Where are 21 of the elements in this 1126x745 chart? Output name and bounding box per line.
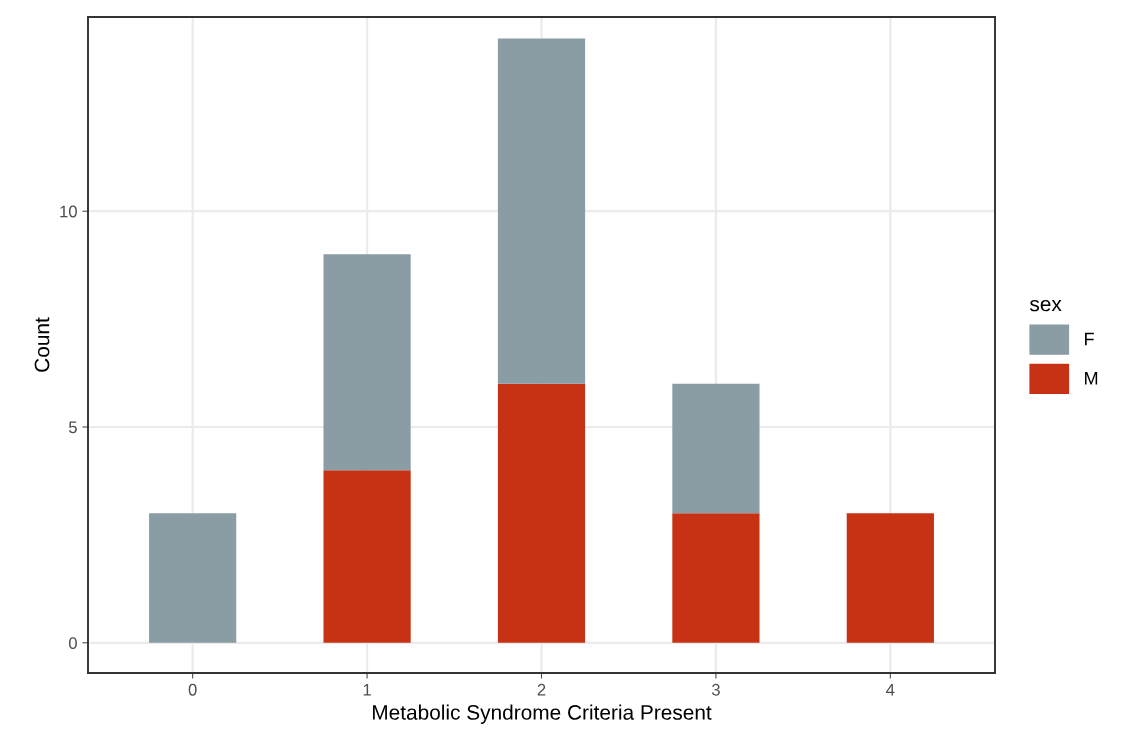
bar [149, 513, 237, 643]
legend-label: M [1085, 372, 1098, 385]
x-tick-label: 1 [363, 684, 371, 696]
x-tick-label: 2 [537, 683, 546, 696]
bar [672, 513, 760, 643]
legend-title: sex [1029, 299, 1062, 312]
bar [497, 383, 586, 643]
y-axis-title: Count [34, 317, 50, 372]
bar [323, 254, 411, 471]
bar [497, 38, 586, 384]
y-tick-label: 0 [68, 637, 77, 649]
legend-label: F [1085, 332, 1094, 346]
x-tick-label: 0 [188, 683, 197, 696]
bar [846, 513, 934, 643]
x-tick-label: 3 [711, 683, 720, 696]
y-tick-label: 5 [68, 421, 77, 434]
y-tick-label: 10 [60, 205, 77, 218]
x-axis-title: Metabolic Syndrome Criteria Present [373, 704, 712, 724]
bar [672, 383, 760, 514]
x-tick-label: 4 [886, 684, 895, 696]
bar [323, 470, 411, 643]
